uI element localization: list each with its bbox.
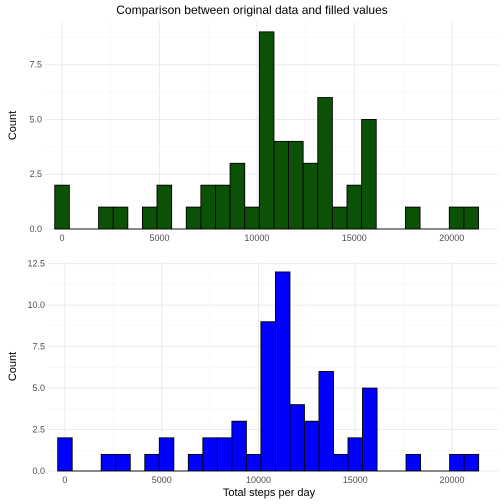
histogram-bar <box>288 140 304 230</box>
x-tick-label: 10000 <box>244 233 269 243</box>
histogram-bar <box>216 437 233 472</box>
y-axis-label: Count <box>7 352 19 381</box>
filled-values-panel: 0.0 2.5 5.0 7.5 10.0 12.5 0 5000 10000 15000 2000… <box>7 259 498 485</box>
bars <box>54 31 479 230</box>
x-tick-label: 20000 <box>440 475 465 485</box>
histogram-bar <box>273 140 289 230</box>
y-axis-label: Count <box>7 111 19 140</box>
y-tick-label: 2.5 <box>29 169 42 179</box>
chart-title: Comparison between original data and fil… <box>116 3 388 17</box>
x-tick-label: 5000 <box>152 475 172 485</box>
histogram-bar <box>405 453 422 472</box>
histogram-bar <box>463 206 479 230</box>
histogram-bar <box>185 206 202 230</box>
histogram-bar <box>347 437 363 472</box>
y-tick-label: 2.5 <box>32 425 45 435</box>
y-tick-label: 0.0 <box>29 224 42 234</box>
x-tick-labels: 0 5000 10000 15000 20000 <box>62 475 464 485</box>
histogram-bar <box>448 206 465 230</box>
histogram-bar <box>200 184 216 230</box>
x-axis-label: Total steps per day <box>223 487 316 499</box>
x-tick-label: 20000 <box>439 233 464 243</box>
x-tick-label: 0 <box>60 233 65 243</box>
histogram-bar <box>57 437 73 472</box>
x-tick-label: 5000 <box>149 233 169 243</box>
histogram-bar <box>144 453 160 472</box>
histogram-bar <box>304 420 320 472</box>
histogram-bar <box>141 206 158 230</box>
histogram-bar <box>331 206 348 230</box>
histogram-bar <box>260 321 276 472</box>
histogram-bar <box>156 184 173 230</box>
histogram-bar <box>317 97 333 230</box>
histogram-bar <box>361 119 377 230</box>
histogram-bar <box>98 206 114 230</box>
histogram-bar <box>158 437 175 472</box>
histogram-bar <box>258 31 275 230</box>
histogram-bar <box>215 184 231 230</box>
y-tick-label: 12.5 <box>27 259 45 269</box>
histogram-bar <box>115 453 131 472</box>
x-tick-label: 15000 <box>342 233 367 243</box>
histogram-bar <box>231 420 247 472</box>
histogram-bar <box>112 206 129 230</box>
y-tick-labels: 0.0 2.5 5.0 7.5 10.0 12.5 <box>27 259 45 476</box>
histogram-bar <box>187 453 204 472</box>
histogram-bar <box>289 404 305 472</box>
x-tick-labels: 0 5000 10000 15000 20000 <box>60 233 465 243</box>
y-tick-label: 5.0 <box>32 383 45 393</box>
bars <box>57 271 480 472</box>
x-tick-label: 0 <box>62 475 67 485</box>
histogram-bar <box>362 387 378 472</box>
histogram-bar <box>244 206 260 230</box>
original-data-panel: 0.0 2.5 5.0 7.5 0 5000 10000 15000 20000 Count <box>7 22 498 243</box>
histogram-bar <box>245 453 262 472</box>
histogram-bar <box>229 162 246 230</box>
histogram-bar <box>333 453 349 472</box>
histogram-bar <box>463 453 480 472</box>
y-tick-label: 10.0 <box>27 300 45 310</box>
y-tick-label: 0.0 <box>32 466 45 476</box>
x-tick-label: 15000 <box>343 475 368 485</box>
histogram-bar <box>274 271 291 472</box>
y-tick-labels: 0.0 2.5 5.0 7.5 <box>29 60 42 234</box>
y-tick-label: 5.0 <box>29 114 42 124</box>
histogram-bar <box>405 206 421 230</box>
histogram-bar <box>318 371 334 472</box>
histogram-bar <box>202 437 218 472</box>
y-tick-label: 7.5 <box>32 342 45 352</box>
x-tick-label: 10000 <box>246 475 271 485</box>
y-tick-label: 7.5 <box>29 60 42 70</box>
histogram-bar <box>449 453 465 472</box>
histogram-bar <box>100 453 117 472</box>
histogram-bar <box>302 162 319 230</box>
histogram-bar <box>54 184 70 230</box>
histogram-bar <box>346 184 363 230</box>
